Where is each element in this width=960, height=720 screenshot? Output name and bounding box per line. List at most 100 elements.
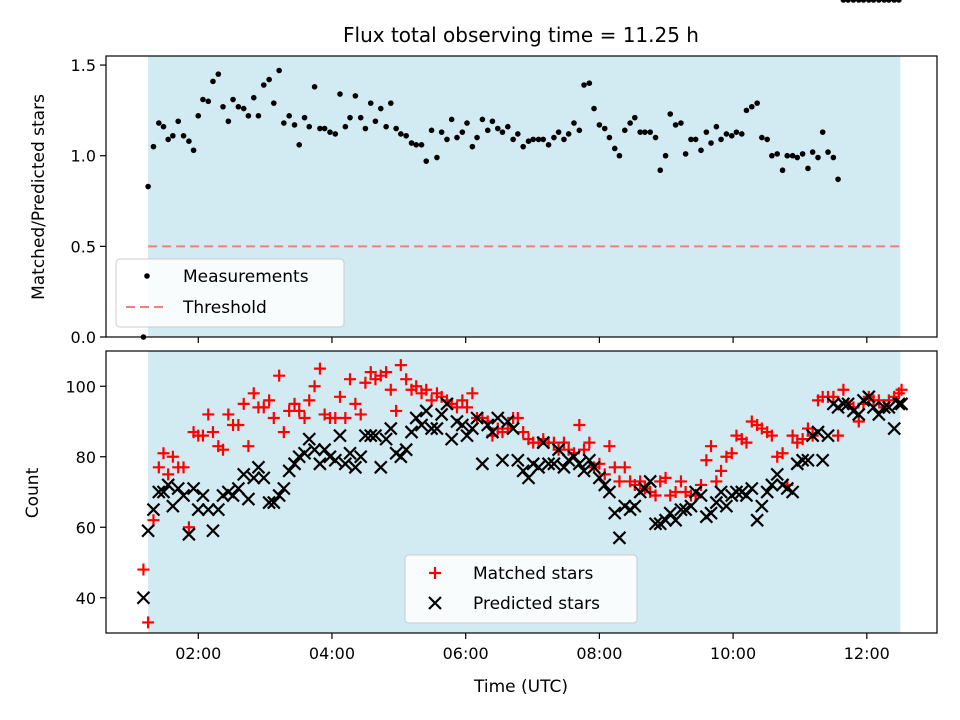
measurement-point <box>876 0 882 3</box>
matched-star-point <box>313 362 326 375</box>
measurement-point <box>754 100 760 106</box>
y-tick-label: 40 <box>76 589 96 608</box>
measurement-point <box>611 145 618 152</box>
predicted-star-point <box>363 428 378 443</box>
predicted-star-point <box>399 442 413 457</box>
predicted-star-point <box>557 460 571 475</box>
matched-star-point <box>715 464 728 477</box>
predicted-star-point <box>307 442 322 457</box>
predicted-star-point <box>302 432 317 446</box>
predicted-star-point <box>709 495 724 510</box>
panel-ratio: 0.0 0.5 1.0 1.5 Matched/Predicted stars Mea… <box>29 0 938 347</box>
measurement-point <box>150 143 157 150</box>
predicted-star-point <box>297 446 312 461</box>
predicted-star-point <box>704 506 718 520</box>
predicted-star-point <box>440 397 454 411</box>
measurement-point <box>205 98 212 105</box>
matched-star-point <box>456 394 469 407</box>
measurement-point <box>601 125 608 132</box>
matched-star-point <box>288 397 301 410</box>
predicted-star-point <box>501 414 515 429</box>
legend-count-box <box>404 554 638 624</box>
matched-star-point <box>152 461 165 474</box>
measurement-point <box>708 140 714 146</box>
predicted-star-point <box>272 488 286 503</box>
x-tick-label: 12:00 <box>844 644 890 663</box>
measurement-point <box>678 120 684 126</box>
measurement-point <box>672 122 679 128</box>
matched-star-point <box>410 380 423 393</box>
matched-star-point <box>827 390 840 403</box>
matched-star-point <box>257 401 270 414</box>
predicted-star-point <box>643 474 657 489</box>
matched-star-point <box>613 475 626 488</box>
measurement-point <box>454 134 460 141</box>
predicted-star-point <box>313 457 327 471</box>
matched-star-point <box>364 366 377 379</box>
measurement-point <box>210 78 216 85</box>
matched-star-point <box>659 471 672 484</box>
predicted-star-point <box>328 453 343 468</box>
predicted-star-point <box>658 513 673 527</box>
measurement-point <box>703 129 710 135</box>
predicted-star-point <box>348 460 363 475</box>
predicted-star-point <box>166 499 180 513</box>
predicted-star-point <box>531 460 546 475</box>
predicted-star-point <box>226 488 240 503</box>
measurement-point <box>504 123 511 130</box>
predicted-star-point <box>485 425 500 439</box>
predicted-star-point <box>801 453 815 468</box>
measurement-point <box>332 131 339 137</box>
y-axis-label-ratio: Matched/Predicted stars <box>29 94 49 300</box>
predicted-star-point <box>256 471 271 485</box>
measurement-point <box>581 82 587 88</box>
predicted-star-point <box>663 506 678 520</box>
predicted-star-point <box>729 485 744 499</box>
predicted-star-point <box>582 453 597 468</box>
matched-star-point <box>344 373 357 386</box>
measurement-point <box>367 100 374 106</box>
predicted-star-point <box>368 428 383 443</box>
matched-star-point <box>725 447 738 460</box>
matched-star-point <box>216 443 229 456</box>
predicted-star-point <box>894 397 909 411</box>
measurement-point <box>845 0 851 3</box>
predicted-star-point <box>547 457 561 471</box>
measurement-point <box>200 96 206 103</box>
measurement-point <box>434 154 440 161</box>
matched-star-point <box>872 394 885 407</box>
measurement-point <box>156 120 162 126</box>
matched-star-point <box>349 397 362 410</box>
legend-predicted-label: Predicted stars <box>473 594 600 614</box>
measurement-point <box>576 127 583 134</box>
predicted-star-point <box>196 488 210 503</box>
measurement-point <box>301 114 308 121</box>
predicted-star-point <box>182 527 196 542</box>
predicted-star-point <box>490 411 505 425</box>
measurement-point <box>870 0 877 3</box>
measurement-point <box>286 113 292 119</box>
y-tick-label: 80 <box>76 448 96 467</box>
measurement-point <box>281 120 287 126</box>
predicted-star-point <box>795 453 810 468</box>
measurement-point <box>327 129 333 135</box>
measurement-point <box>220 103 226 110</box>
predicted-star-point <box>176 488 191 503</box>
measurement-point <box>291 122 298 128</box>
measurement-point <box>357 114 364 121</box>
predicted-star-point <box>394 449 408 464</box>
predicted-star-point <box>287 457 302 471</box>
matched-star-point <box>162 468 175 481</box>
measurement-point <box>306 123 313 130</box>
matched-star-point <box>380 366 393 379</box>
matched-star-point <box>895 383 908 396</box>
predicted-star-point <box>434 407 449 422</box>
measurement-point <box>484 127 491 134</box>
predicted-star-point <box>892 397 906 411</box>
matched-star-point <box>598 468 611 481</box>
predicted-star-point <box>343 446 357 461</box>
predicted-star-point <box>551 442 566 457</box>
measurement-point <box>718 136 724 143</box>
measurement-point <box>474 134 480 141</box>
matched-star-point <box>776 447 789 460</box>
